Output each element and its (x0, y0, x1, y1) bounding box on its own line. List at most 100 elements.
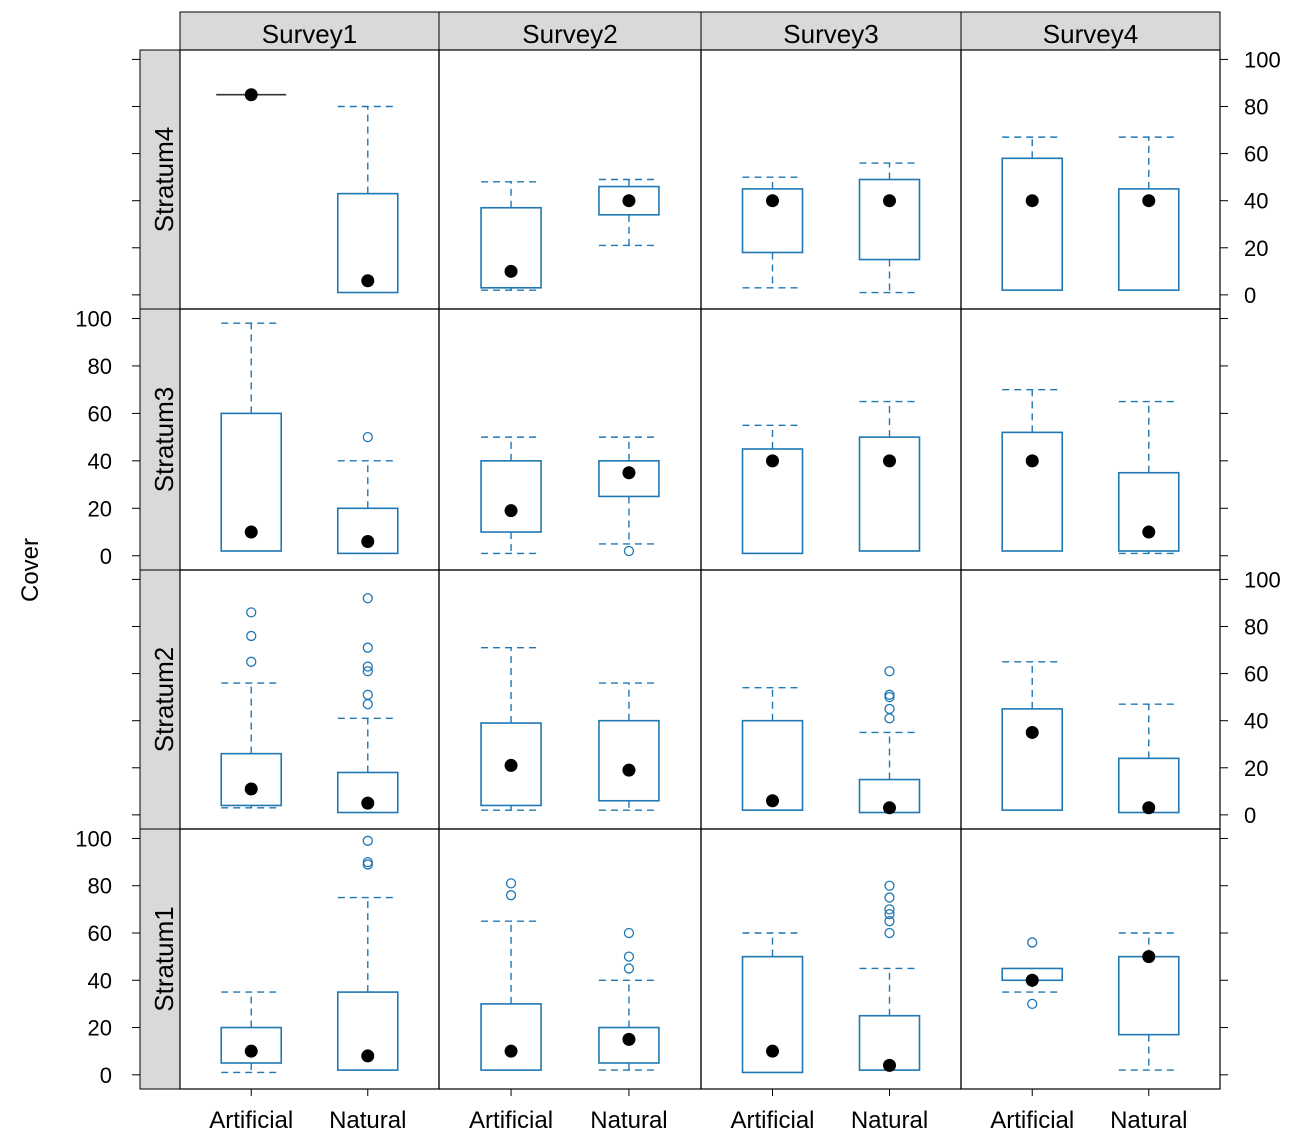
box (480, 460, 542, 533)
outlier-point (884, 908, 895, 920)
outlier-point (884, 892, 895, 903)
panel-stratum4-survey3 (741, 162, 921, 294)
outlier-point (623, 545, 635, 557)
column-strip (438, 11, 702, 51)
panel-stratum1-survey4 (1001, 932, 1180, 1071)
row-strip (139, 308, 181, 571)
outlier-point (884, 904, 895, 915)
outlier-point (246, 630, 257, 642)
median-point (883, 1058, 896, 1072)
outlier-point (362, 856, 373, 868)
outlier-point (884, 713, 895, 724)
outlier-point (362, 431, 373, 443)
panel-frame (438, 828, 702, 1090)
panel-stratum4-survey4 (1001, 136, 1180, 291)
median-point (883, 801, 896, 815)
y-tick-label: 40 (88, 449, 112, 474)
panel-stratum3-survey2 (480, 436, 660, 557)
median-point (1025, 194, 1039, 208)
median-point (622, 466, 636, 480)
outlier-point (362, 642, 373, 653)
outlier-point (246, 607, 257, 618)
panel-frame (438, 308, 702, 571)
outlier-point (362, 666, 373, 677)
box (336, 991, 399, 1071)
y-tick-label: 20 (88, 496, 112, 521)
box (741, 955, 804, 1074)
panel-stratum4-survey2 (480, 178, 660, 291)
column-strip (700, 11, 962, 51)
y-axis-label: Cover (17, 538, 44, 602)
box (336, 507, 399, 555)
panel-stratum4-survey1 (216, 88, 399, 294)
median-point (1142, 950, 1156, 964)
median-point (244, 88, 258, 102)
panel-stratum1-survey1 (220, 835, 399, 1074)
y-tick-label: 40 (1244, 709, 1268, 734)
panel-stratum3-survey3 (741, 400, 921, 555)
outlier-point (362, 689, 373, 700)
y-tick-label: 0 (100, 544, 112, 569)
x-category-label: Artificial (730, 1107, 814, 1134)
panel-stratum2-survey3 (741, 666, 921, 815)
panel-frame (700, 308, 962, 571)
y-tick-label: 100 (1244, 567, 1281, 592)
median-point (504, 264, 518, 278)
box (1117, 955, 1180, 1036)
outlier-point (884, 880, 895, 891)
box (1117, 188, 1180, 291)
box (598, 185, 660, 216)
y-tick-label: 20 (1244, 236, 1268, 261)
y-tick-label: 0 (1244, 803, 1256, 828)
y-tick-label: 60 (1244, 142, 1268, 167)
row-strip-label: Stratum2 (149, 647, 179, 753)
row-strip-label: Stratum4 (149, 127, 179, 233)
outlier-point (884, 689, 895, 700)
box (220, 752, 283, 807)
outlier-point (623, 951, 635, 962)
panel-stratum1-survey2 (480, 878, 660, 1071)
x-category-label: Artificial (990, 1107, 1074, 1134)
column-strip-label: Survey1 (262, 19, 357, 49)
outlier-point (884, 927, 895, 939)
row-strip-label: Stratum3 (149, 387, 179, 493)
y-tick-label: 100 (1244, 47, 1281, 72)
median-point (766, 194, 779, 208)
y-tick-label: 20 (88, 1016, 112, 1041)
y-tick-label: 80 (1244, 615, 1268, 640)
panel-frame (700, 49, 962, 310)
outlier-point (884, 703, 895, 715)
x-category-label: Artificial (469, 1107, 553, 1134)
panel-frame (960, 569, 1221, 830)
median-point (1025, 725, 1039, 739)
panel-stratum1-survey3 (741, 880, 921, 1074)
median-point (766, 1044, 779, 1058)
column-strips: Survey1 Survey2 Survey3 Survey4 (179, 11, 1221, 51)
y-tick-label: 20 (1244, 756, 1268, 781)
box (598, 1026, 660, 1064)
y-tick-label: 100 (75, 826, 112, 851)
box (741, 448, 804, 555)
outlier-point (623, 963, 635, 974)
row-strip (139, 828, 181, 1090)
median-point (622, 1032, 636, 1046)
median-point (766, 794, 779, 808)
box (1001, 157, 1064, 291)
panel-frame (438, 49, 702, 310)
panel-frame (960, 828, 1221, 1090)
x-category-label: Artificial (209, 1107, 293, 1134)
row-strips: Stratum4 Stratum3 Stratum2 Stratum1 (139, 49, 181, 1090)
y-tick-label: 60 (88, 921, 112, 946)
box (1001, 708, 1064, 811)
median-point (883, 454, 896, 468)
box (598, 719, 660, 802)
median-point (1142, 801, 1156, 815)
median-point (361, 274, 375, 288)
outlier-point (246, 656, 257, 667)
box (220, 1026, 283, 1064)
median-point (1142, 525, 1156, 539)
panel-stratum3-survey4 (1001, 388, 1180, 555)
panel-frame (700, 569, 962, 830)
column-strip (179, 11, 440, 51)
panel-stratum3-survey1 (220, 322, 399, 555)
